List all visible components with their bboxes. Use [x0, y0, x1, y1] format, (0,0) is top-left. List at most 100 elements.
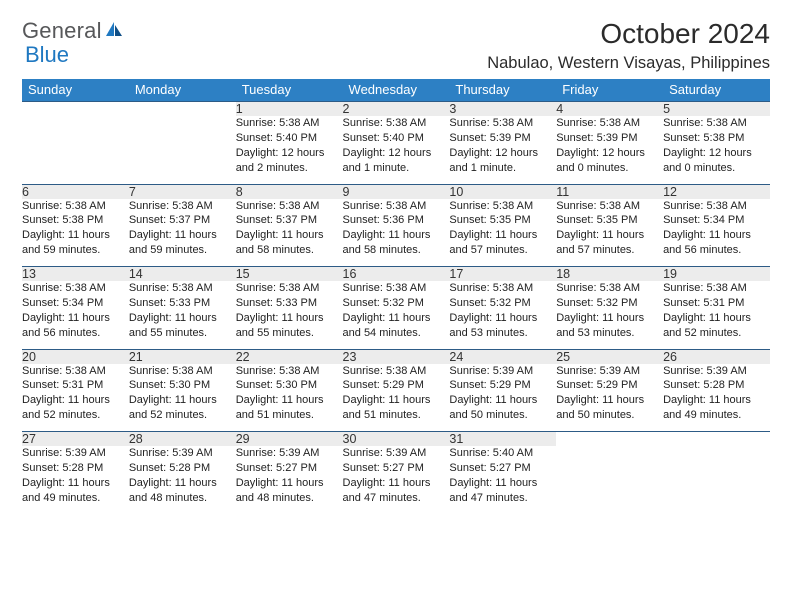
sunrise-line: Sunrise: 5:38 AM — [22, 282, 106, 294]
sunset-line: Sunset: 5:34 PM — [663, 214, 744, 226]
daylight-line: Daylight: 11 hours and 57 minutes. — [449, 229, 537, 256]
sunrise-line: Sunrise: 5:38 AM — [22, 365, 106, 377]
sunset-line: Sunset: 5:36 PM — [343, 214, 424, 226]
day-details: Sunrise: 5:39 AMSunset: 5:29 PMDaylight:… — [556, 364, 663, 432]
location: Nabulao, Western Visayas, Philippines — [487, 54, 770, 73]
detail-row: Sunrise: 5:38 AMSunset: 5:31 PMDaylight:… — [22, 364, 770, 432]
logo-word1: General — [22, 18, 102, 44]
sunset-line: Sunset: 5:29 PM — [343, 379, 424, 391]
daylight-line: Daylight: 11 hours and 58 minutes. — [236, 229, 324, 256]
empty-cell — [556, 432, 663, 447]
daylight-line: Daylight: 11 hours and 53 minutes. — [449, 312, 537, 339]
empty-cell — [129, 116, 236, 184]
day-number: 28 — [129, 432, 236, 447]
weekday-header: Friday — [556, 79, 663, 102]
daylight-line: Daylight: 11 hours and 57 minutes. — [556, 229, 644, 256]
daynum-row: 13141516171819 — [22, 267, 770, 282]
sunset-line: Sunset: 5:37 PM — [129, 214, 210, 226]
daylight-line: Daylight: 11 hours and 47 minutes. — [449, 477, 537, 504]
day-number: 13 — [22, 267, 129, 282]
daylight-line: Daylight: 11 hours and 52 minutes. — [663, 312, 751, 339]
day-details: Sunrise: 5:38 AMSunset: 5:40 PMDaylight:… — [343, 116, 450, 184]
day-number: 25 — [556, 349, 663, 364]
sail-icon — [104, 20, 124, 43]
logo-word2-wrap: Blue — [27, 42, 69, 68]
day-details: Sunrise: 5:40 AM Sunset: 5:27 PM Daylight:… — [449, 446, 556, 514]
sunset-line: Sunset: 5:32 PM — [343, 297, 424, 309]
sunrise-line: Sunrise: 5:38 AM — [663, 117, 747, 129]
daylight-line: Daylight: 12 hours and 1 minute. — [343, 147, 432, 174]
day-details: Sunrise: 5:39 AMSunset: 5:28 PMDaylight:… — [22, 446, 129, 514]
sunrise-line: Sunrise: 5:39 AM — [343, 447, 427, 459]
sunset-line: Sunset: 5:32 PM — [556, 297, 637, 309]
sunset-line: Sunset: 5:32 PM — [449, 297, 530, 309]
weekday-header-row: SundayMondayTuesdayWednesdayThursdayFrid… — [22, 79, 770, 102]
sunset-line: Sunset: 5:35 PM — [449, 214, 530, 226]
day-details: Sunrise: 5:38 AMSunset: 5:32 PMDaylight:… — [343, 281, 450, 349]
day-details: Sunrise: 5:38 AM Sunset: 5:32 PM Daylight:… — [449, 281, 556, 349]
logo: General — [22, 18, 126, 44]
daylight-line: Daylight: 11 hours and 50 minutes. — [556, 394, 644, 421]
daylight-line: Daylight: 11 hours and 56 minutes. — [663, 229, 751, 256]
day-details: Sunrise: 5:38 AMSunset: 5:40 PMDaylight:… — [236, 116, 343, 184]
day-number: 9 — [343, 184, 450, 199]
weekday-header: Sunday — [22, 79, 129, 102]
empty-cell — [22, 102, 129, 117]
sunrise-line: Sunrise: 5:39 AM — [129, 447, 213, 459]
weekday-header: Saturday — [663, 79, 770, 102]
sunrise-line: Sunrise: 5:38 AM — [449, 282, 533, 294]
daylight-line: Daylight: 11 hours and 55 minutes. — [129, 312, 217, 339]
daylight-line: Daylight: 11 hours and 52 minutes. — [22, 394, 110, 421]
daylight-line: Daylight: 11 hours and 51 minutes. — [236, 394, 324, 421]
day-details: Sunrise: 5:38 AMSunset: 5:37 PMDaylight:… — [129, 199, 236, 267]
empty-cell — [663, 432, 770, 447]
day-number: 5 — [663, 102, 770, 117]
day-number: 27 — [22, 432, 129, 447]
sunset-line: Sunset: 5:28 PM — [22, 462, 103, 474]
daylight-line: Daylight: 11 hours and 51 minutes. — [343, 394, 431, 421]
sunrise-line: Sunrise: 5:38 AM — [343, 365, 427, 377]
day-details: Sunrise: 5:38 AMSunset: 5:32 PMDaylight:… — [556, 281, 663, 349]
sunset-line: Sunset: 5:40 PM — [236, 132, 317, 144]
empty-cell — [129, 102, 236, 117]
daylight-line: Daylight: 11 hours and 52 minutes. — [129, 394, 217, 421]
sunrise-line: Sunrise: 5:38 AM — [556, 200, 640, 212]
day-number: 15 — [236, 267, 343, 282]
sunrise-line: Sunrise: 5:38 AM — [663, 282, 747, 294]
day-number: 2 — [343, 102, 450, 117]
month-title: October 2024 — [487, 18, 770, 50]
day-details: Sunrise: 5:38 AMSunset: 5:31 PMDaylight:… — [663, 281, 770, 349]
empty-cell — [663, 446, 770, 514]
sunset-line: Sunset: 5:37 PM — [236, 214, 317, 226]
sunrise-line: Sunrise: 5:38 AM — [129, 200, 213, 212]
day-details: Sunrise: 5:38 AMSunset: 5:38 PMDaylight:… — [22, 199, 129, 267]
sunset-line: Sunset: 5:34 PM — [22, 297, 103, 309]
day-number: 23 — [343, 349, 450, 364]
sunset-line: Sunset: 5:28 PM — [129, 462, 210, 474]
day-details: Sunrise: 5:38 AMSunset: 5:30 PMDaylight:… — [129, 364, 236, 432]
day-details: Sunrise: 5:38 AMSunset: 5:31 PMDaylight:… — [22, 364, 129, 432]
day-details: Sunrise: 5:39 AMSunset: 5:28 PMDaylight:… — [663, 364, 770, 432]
daylight-line: Daylight: 11 hours and 49 minutes. — [663, 394, 751, 421]
day-details: Sunrise: 5:38 AMSunset: 5:33 PMDaylight:… — [236, 281, 343, 349]
sunrise-line: Sunrise: 5:38 AM — [129, 282, 213, 294]
daylight-line: Daylight: 12 hours and 1 minute. — [449, 147, 538, 174]
daynum-row: 6789101112 — [22, 184, 770, 199]
day-details: Sunrise: 5:38 AMSunset: 5:39 PMDaylight:… — [556, 116, 663, 184]
detail-row: Sunrise: 5:38 AM Sunset: 5:34 PM Daylight:… — [22, 281, 770, 349]
sunset-line: Sunset: 5:30 PM — [236, 379, 317, 391]
sunrise-line: Sunrise: 5:40 AM — [449, 447, 533, 459]
day-details: Sunrise: 5:39 AMSunset: 5:29 PMDaylight:… — [449, 364, 556, 432]
sunset-line: Sunset: 5:38 PM — [22, 214, 103, 226]
sunset-line: Sunset: 5:27 PM — [449, 462, 530, 474]
day-number: 26 — [663, 349, 770, 364]
day-number: 24 — [449, 349, 556, 364]
sunset-line: Sunset: 5:27 PM — [236, 462, 317, 474]
calendar-table: SundayMondayTuesdayWednesdayThursdayFrid… — [22, 79, 770, 514]
day-details: Sunrise: 5:39 AMSunset: 5:28 PMDaylight:… — [129, 446, 236, 514]
daylight-line: Daylight: 11 hours and 48 minutes. — [236, 477, 324, 504]
sunrise-line: Sunrise: 5:38 AM — [343, 117, 427, 129]
day-details: Sunrise: 5:38 AMSunset: 5:38 PMDaylight:… — [663, 116, 770, 184]
sunrise-line: Sunrise: 5:39 AM — [22, 447, 106, 459]
day-number: 4 — [556, 102, 663, 117]
